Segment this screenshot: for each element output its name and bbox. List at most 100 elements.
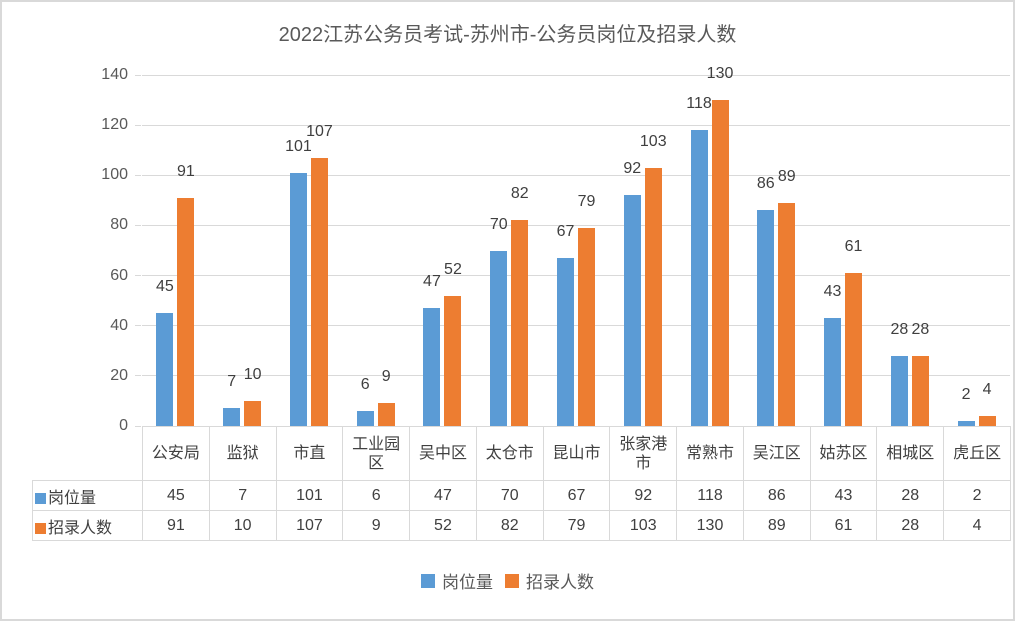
table-value-cell: 7 <box>208 480 277 511</box>
bar-recruits <box>711 100 729 426</box>
bar-data-label: 43 <box>823 283 842 301</box>
table-value-cell: 118 <box>676 480 744 511</box>
series-key-icon <box>35 522 46 534</box>
chart-legend: 岗位量 招录人数 <box>2 568 1013 593</box>
bar-positions <box>490 250 508 426</box>
bar-recruits <box>911 355 929 426</box>
table-header-row: 公安局 监狱 市直 工业园区 吴中区 太仓市 昆山市 张家港市 常熟市 吴江区 姑苏区 相城区 虎丘区 <box>32 426 1011 481</box>
bar-recruits <box>978 415 996 426</box>
y-axis-tick <box>135 375 141 377</box>
bar-data-label: 86 <box>756 175 775 193</box>
gridline <box>142 325 1010 327</box>
table-category-header: 公安局 <box>142 426 210 481</box>
table-value-cell: 79 <box>542 510 611 541</box>
y-axis-label: 40 <box>110 316 128 334</box>
bar-recruits <box>377 403 395 426</box>
table-value-cell: 82 <box>475 510 544 541</box>
table-series-label: 招录人数 <box>32 510 143 541</box>
table-value-cell: 6 <box>342 480 411 511</box>
y-axis-label: 100 <box>101 166 128 184</box>
bar-data-label: 79 <box>577 192 596 210</box>
bar-data-label: 130 <box>706 65 734 83</box>
table-value-cell: 70 <box>475 480 544 511</box>
legend-label: 招录人数 <box>526 573 594 592</box>
bar-positions <box>356 410 374 426</box>
bar-positions <box>223 408 241 426</box>
table-value-cell: 45 <box>142 480 210 511</box>
y-axis-tick <box>135 325 141 327</box>
table-value-cell: 52 <box>409 510 477 541</box>
legend-item-recruits: 招录人数 <box>505 568 594 593</box>
chart-data-table: 公安局 监狱 市直 工业园区 吴中区 太仓市 昆山市 张家港市 常熟市 吴江区 姑苏区 相城区 虎丘区岗… <box>32 426 1011 541</box>
bar-data-label: 92 <box>623 160 642 178</box>
bar-recruits <box>511 220 529 426</box>
bar-data-label: 47 <box>423 273 441 291</box>
bar-positions <box>757 210 775 426</box>
table-category-header: 常熟市 <box>676 426 744 481</box>
table-value-cell: 91 <box>142 510 210 541</box>
chart-title: 2022江苏公务员考试-苏州市-公务员岗位及招录人数 <box>278 24 737 46</box>
bar-positions <box>890 355 908 426</box>
bar-recruits <box>310 157 328 426</box>
bar-data-label: 67 <box>556 223 575 241</box>
gridline <box>142 124 1010 126</box>
bar-positions <box>957 420 975 426</box>
bar-data-label: 103 <box>639 132 667 150</box>
gridline <box>142 375 1010 377</box>
bar-recruits <box>177 197 195 426</box>
table-category-header: 工业园区 <box>342 426 411 481</box>
table-value-cell: 107 <box>275 510 344 541</box>
bar-data-label: 45 <box>155 278 174 296</box>
y-axis-tick <box>135 425 141 427</box>
table-value-cell: 43 <box>809 480 878 511</box>
table-category-header: 吴江区 <box>742 426 811 481</box>
bar-data-label: 61 <box>844 238 863 256</box>
table-category-header: 虎丘区 <box>943 426 1011 481</box>
bar-data-label: 28 <box>890 320 909 338</box>
table-value-cell: 61 <box>809 510 878 541</box>
table-value-cell: 86 <box>742 480 811 511</box>
table-value-cell: 28 <box>876 510 945 541</box>
table-value-cell: 2 <box>943 480 1011 511</box>
bar-data-label: 10 <box>243 365 262 383</box>
table-value-cell: 67 <box>542 480 611 511</box>
bar-positions <box>423 308 441 426</box>
table-category-header: 太仓市 <box>475 426 544 481</box>
bar-positions <box>156 313 174 426</box>
bar-data-label: 101 <box>285 137 312 155</box>
legend-label: 岗位量 <box>442 573 493 592</box>
bar-data-label: 7 <box>227 373 237 391</box>
bar-positions <box>289 172 307 426</box>
y-axis-tick <box>135 174 141 176</box>
gridline <box>142 74 1010 76</box>
y-axis-label: 20 <box>110 366 128 384</box>
bar-data-label: 4 <box>982 380 992 398</box>
y-axis-label: 60 <box>110 266 128 284</box>
bar-data-label: 118 <box>686 95 712 113</box>
table-value-cell: 103 <box>609 510 678 541</box>
legend-swatch-blue-icon <box>421 573 435 588</box>
table-value-cell: 47 <box>409 480 477 511</box>
y-axis-label: 140 <box>101 66 128 83</box>
bar-recruits <box>578 227 595 426</box>
legend-item-positions: 岗位量 <box>421 568 493 593</box>
y-axis-label: 0 <box>119 417 128 434</box>
table-series-label: 岗位量 <box>32 480 143 511</box>
gridline <box>142 275 1010 277</box>
table-value-cell: 9 <box>342 510 411 541</box>
table-category-header: 市直 <box>275 426 344 481</box>
gridline <box>142 224 1010 226</box>
table-value-cell: 130 <box>676 510 744 541</box>
bar-recruits <box>244 400 262 426</box>
table-corner-cell <box>32 426 143 481</box>
table-category-header: 相城区 <box>876 426 945 481</box>
bar-data-label: 82 <box>510 185 529 203</box>
bar-data-label: 107 <box>306 122 333 140</box>
bar-recruits <box>644 167 662 426</box>
y-axis-tick <box>135 124 141 126</box>
table-value-cell: 4 <box>943 510 1011 541</box>
y-axis-tick <box>135 74 141 76</box>
y-axis-label: 120 <box>101 116 128 134</box>
bar-data-label: 91 <box>176 162 195 180</box>
